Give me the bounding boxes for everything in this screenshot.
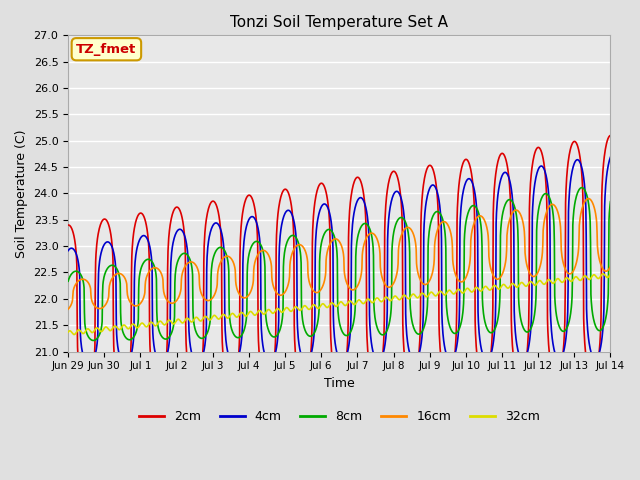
16cm — [106, 280, 114, 286]
4cm — [306, 355, 314, 361]
Line: 16cm: 16cm — [68, 199, 611, 309]
16cm — [316, 288, 323, 294]
4cm — [107, 241, 115, 247]
32cm — [70, 332, 78, 337]
8cm — [373, 324, 381, 330]
Line: 2cm: 2cm — [68, 135, 611, 388]
2cm — [83, 385, 90, 391]
32cm — [316, 305, 323, 311]
2cm — [373, 378, 381, 384]
8cm — [107, 263, 115, 268]
Line: 4cm: 4cm — [68, 157, 611, 364]
32cm — [306, 306, 314, 312]
16cm — [607, 264, 614, 269]
2cm — [107, 229, 115, 235]
4cm — [64, 248, 72, 253]
2cm — [607, 132, 614, 138]
4cm — [607, 155, 614, 160]
32cm — [607, 271, 614, 277]
16cm — [584, 196, 592, 202]
8cm — [316, 259, 323, 264]
16cm — [129, 301, 136, 307]
2cm — [129, 240, 136, 246]
32cm — [64, 329, 72, 335]
8cm — [295, 240, 303, 246]
4cm — [129, 345, 136, 350]
Line: 8cm: 8cm — [68, 188, 611, 340]
16cm — [294, 242, 302, 248]
2cm — [295, 373, 303, 379]
16cm — [64, 306, 72, 312]
8cm — [64, 278, 72, 284]
Y-axis label: Soil Temperature (C): Soil Temperature (C) — [15, 129, 28, 258]
Text: TZ_fmet: TZ_fmet — [76, 43, 136, 56]
Title: Tonzi Soil Temperature Set A: Tonzi Soil Temperature Set A — [230, 15, 448, 30]
32cm — [107, 328, 115, 334]
32cm — [295, 307, 303, 312]
Legend: 2cm, 4cm, 8cm, 16cm, 32cm: 2cm, 4cm, 8cm, 16cm, 32cm — [134, 405, 545, 428]
4cm — [295, 338, 303, 344]
X-axis label: Time: Time — [324, 377, 355, 390]
16cm — [373, 235, 381, 241]
32cm — [600, 271, 607, 276]
4cm — [316, 208, 323, 214]
32cm — [373, 295, 381, 301]
16cm — [306, 280, 314, 286]
32cm — [129, 321, 136, 327]
4cm — [373, 358, 381, 364]
2cm — [306, 360, 314, 366]
8cm — [578, 185, 586, 191]
2cm — [64, 222, 72, 228]
4cm — [85, 361, 93, 367]
2cm — [316, 181, 323, 187]
8cm — [607, 199, 614, 204]
8cm — [306, 333, 314, 339]
8cm — [90, 337, 97, 343]
Line: 32cm: 32cm — [68, 274, 611, 335]
8cm — [129, 336, 136, 341]
